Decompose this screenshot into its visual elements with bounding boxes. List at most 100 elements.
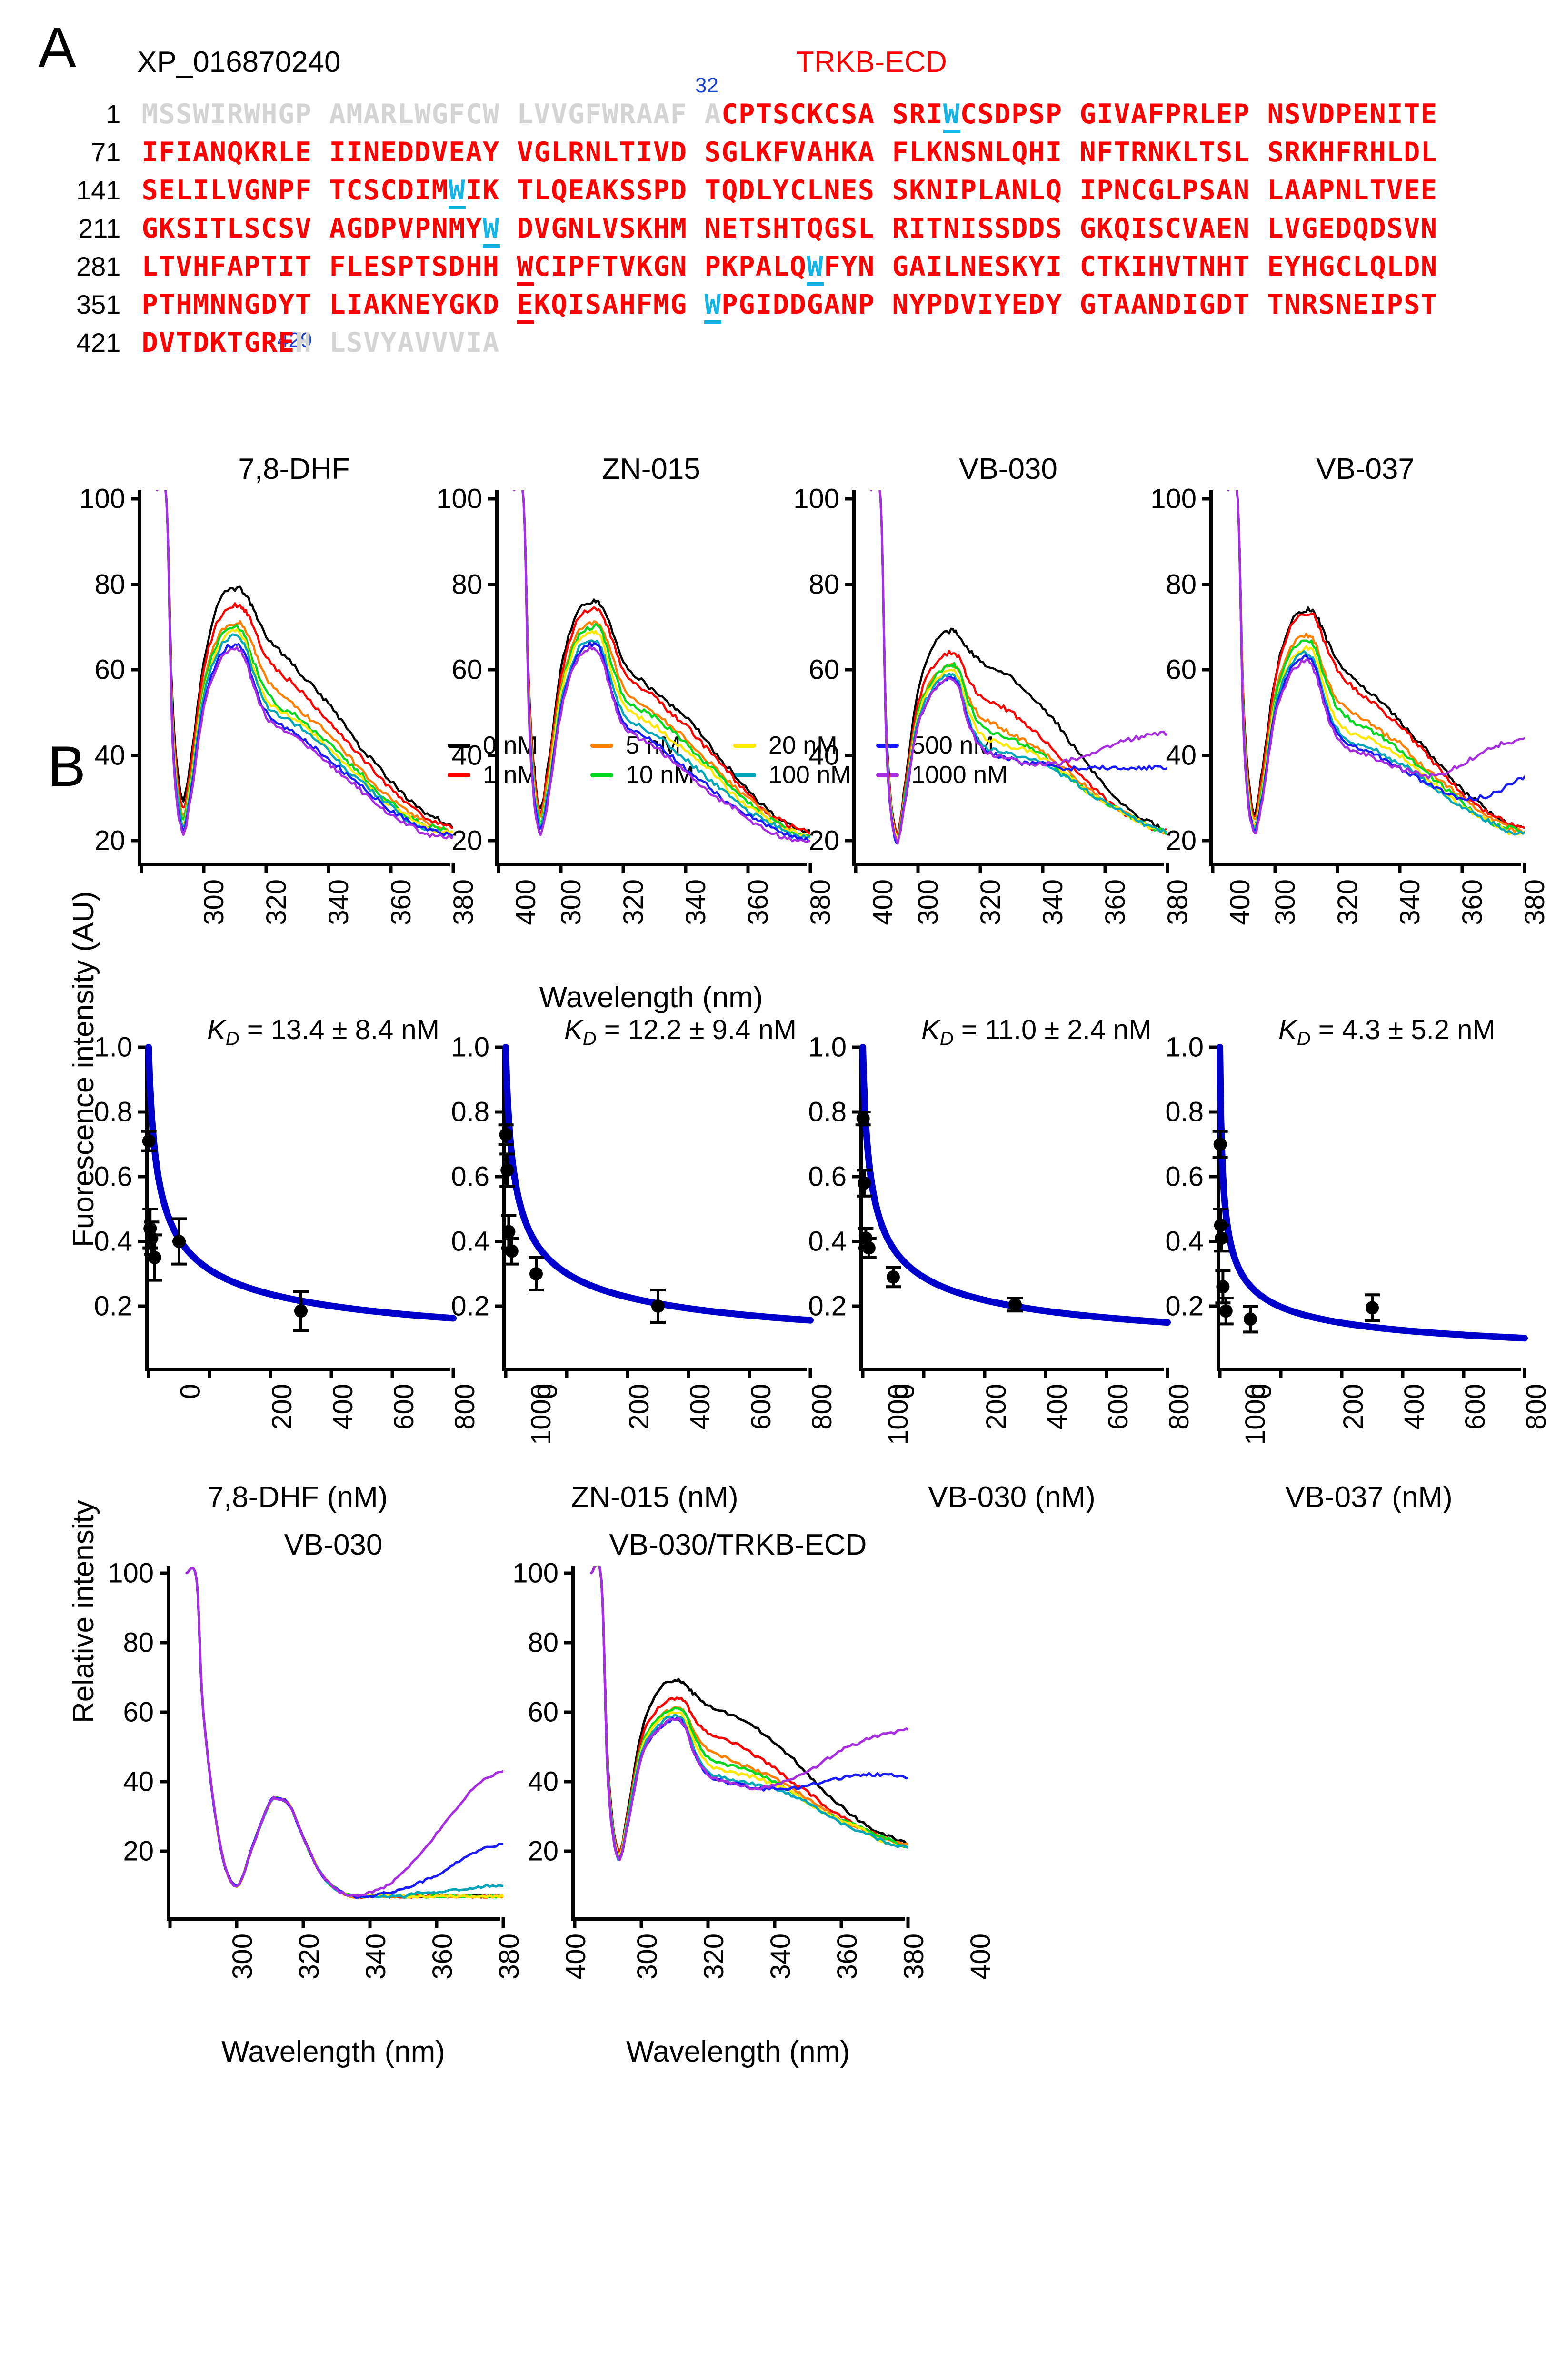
panel-a-letter: A <box>38 16 77 79</box>
x-tick-label: 400 <box>1041 1384 1073 1430</box>
residue-block <box>312 327 329 358</box>
sequence-table: 1 MSSWIRWHGP AMARLWGFCW LVVGFWRAAF ACPTSC… <box>76 95 1438 362</box>
y-tick-mark <box>1202 497 1213 501</box>
x-tick-mark <box>1103 863 1107 873</box>
series-5-nm <box>513 490 810 838</box>
plot-area-C-vb030-alone: 100 80 60 40 20 300 320 340 360 380 400 <box>108 1557 591 1980</box>
fit-line <box>145 1044 457 1322</box>
x-tick-mark <box>854 863 858 873</box>
residue-block: KQISAHFMG <box>534 289 688 320</box>
x-tick-mark <box>639 1917 643 1928</box>
y-tick-mark <box>1202 754 1213 757</box>
x-tick-mark <box>983 1368 987 1378</box>
residue-block <box>1063 175 1080 206</box>
x-tick-label: 340 <box>360 1934 391 1980</box>
plot-area-B-spectra-78dhf: 100 80 60 40 20 300 320 340 360 380 400 <box>79 483 541 925</box>
spectra-curves-C-vb030-trkb-ecd <box>590 1566 908 1861</box>
x-tick-mark <box>140 863 143 873</box>
y-tick-label: 40 <box>528 1766 559 1797</box>
x-tick-mark <box>451 863 455 873</box>
y-tick-label: 40 <box>451 740 482 771</box>
y-tick-label: 40 <box>94 740 125 771</box>
y-tick-mark <box>845 754 856 757</box>
x-tick-label: 600 <box>745 1384 777 1430</box>
y-tick-label: 80 <box>451 569 482 600</box>
residue-block: IFIANQKRLE <box>141 137 312 168</box>
y-tick-label: 40 <box>123 1766 154 1797</box>
x-tick-mark <box>906 1917 910 1928</box>
x-tick-mark <box>1279 1368 1283 1378</box>
residue-start-marker: 32 <box>695 74 718 97</box>
x-tick-mark <box>978 863 982 873</box>
y-tick-label: 80 <box>528 1627 559 1658</box>
residue-block: IPNCGLPSAN <box>1079 175 1250 206</box>
underlined-residue: E <box>517 289 534 324</box>
x-tick-label: 380 <box>898 1934 929 1980</box>
y-tick-label: 1.0 <box>451 1031 489 1063</box>
y-tick-mark <box>1209 1110 1220 1114</box>
kd-label-B-binding-vb037: KD = 4.3 ± 5.2 nM <box>1278 1014 1496 1050</box>
x-tick-label: 320 <box>260 879 292 925</box>
series-20-nm <box>870 490 1167 841</box>
series-1000-nm <box>1227 490 1525 834</box>
x-tick-label: 340 <box>1037 879 1068 925</box>
y-tick-mark <box>564 1571 575 1575</box>
y-tick-mark <box>1209 1045 1220 1049</box>
x-tick-mark <box>922 1368 926 1378</box>
y-tick-mark <box>160 1780 170 1784</box>
residue-block <box>1063 213 1080 244</box>
y-tick-label: 0.6 <box>1165 1161 1204 1192</box>
y-tick-label: 0.6 <box>451 1161 489 1192</box>
series-20-nm <box>513 490 810 840</box>
residue-block: PKPALQ <box>704 251 807 282</box>
series-500-nm <box>185 1567 503 1899</box>
sequence-row: 421 DVTDKTGREH LSVYAVVVIA <box>76 324 1438 362</box>
x-tick-mark <box>808 863 812 873</box>
residue-block: SRI <box>892 99 943 130</box>
x-tick-label: 360 <box>385 879 417 925</box>
x-tick-label: 340 <box>765 1934 796 1980</box>
legend-swatch-5-nm <box>590 743 613 748</box>
y-tick-label: 80 <box>1166 569 1197 600</box>
y-tick-label: 20 <box>123 1835 154 1867</box>
x-tick-label: 800 <box>449 1384 480 1430</box>
x-tick-mark <box>839 1917 843 1928</box>
legend-label: 1 nM <box>483 761 538 789</box>
residue-block: NYPDVIYEDY <box>892 289 1063 320</box>
series-100-nm <box>870 490 1167 844</box>
y-tick-mark <box>564 1780 575 1784</box>
residue-block: GAILNESKYI <box>892 251 1063 282</box>
y-tick-label: 0.6 <box>808 1161 847 1192</box>
y-tick-mark <box>138 1240 149 1243</box>
series-1-nm <box>513 490 810 834</box>
y-tick-mark <box>131 668 141 672</box>
sequence-row-residues: LTVHFAPTIT FLESPTSDHH WCIPFTVKGN PKPALQW… <box>141 248 1437 286</box>
tryptophan-highlight: W <box>482 213 500 248</box>
plot-area-C-vb030-trkb-ecd: 100 80 60 40 20 300 320 340 360 380 400 <box>512 1557 996 1980</box>
series-100-nm <box>156 490 453 838</box>
y-tick-label: 0.2 <box>94 1290 132 1322</box>
series-5-nm <box>156 490 453 834</box>
y-tick-label: 0.4 <box>94 1226 132 1257</box>
series-5-nm <box>870 490 1167 840</box>
x-tick-label: 0 <box>532 1384 563 1399</box>
residue-block: AMARLWGFCW <box>329 99 500 130</box>
x-tick-label: 800 <box>806 1384 838 1430</box>
series-10-nm <box>513 490 810 838</box>
sequence-row-residues: PTHMNNGDYT LIAKNEYGKD EKQISAHFMG WPGIDDG… <box>141 286 1437 324</box>
x-tick-mark <box>746 863 750 873</box>
sequence-row-number: 71 <box>91 137 121 167</box>
residue-block: SKNIPLANLQ <box>892 175 1063 206</box>
y-tick-mark <box>138 1045 149 1049</box>
x-tick-mark <box>389 863 393 873</box>
legend-swatch-100-nm <box>733 773 756 777</box>
y-tick-mark <box>1202 839 1213 843</box>
sequence-row-number: 211 <box>78 213 121 243</box>
plot-area-B-binding-vb030: 1.0 0.8 0.6 0.4 0.2 0 200 400 600 800 1000 <box>808 1032 1271 1446</box>
y-tick-label: 0.8 <box>451 1096 489 1128</box>
trkb-ecd-region-label: TRKB-ECD <box>796 46 947 79</box>
x-tick-mark <box>301 1917 305 1928</box>
binding-curve-B-binding-zn015 <box>498 1044 814 1324</box>
series-10-nm <box>1227 490 1525 834</box>
panel-b-letter: B <box>48 734 86 798</box>
